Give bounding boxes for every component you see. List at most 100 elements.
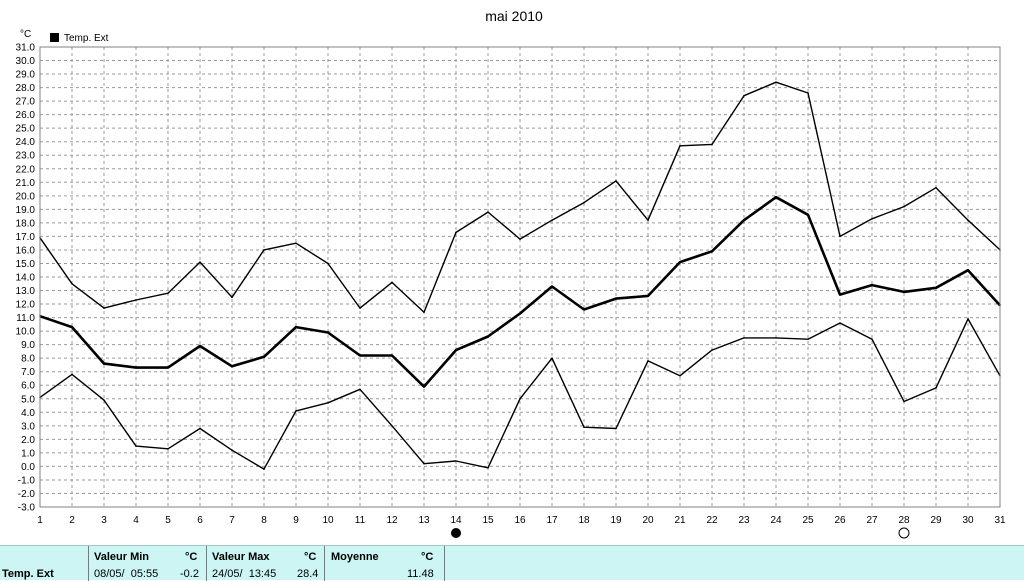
y-tick-label: 13.0 xyxy=(16,286,36,297)
data-point-mean xyxy=(871,284,873,286)
data-point-mean xyxy=(903,291,905,293)
y-tick-label: 20.0 xyxy=(16,191,36,202)
y-tick-label: 6.0 xyxy=(21,381,35,392)
full-moon-icon xyxy=(898,527,910,539)
data-point-min xyxy=(327,402,329,404)
min-header: Valeur Min xyxy=(94,551,150,563)
y-tick-label: 14.0 xyxy=(16,273,36,284)
x-tick-label: 9 xyxy=(293,515,299,526)
data-point-max xyxy=(295,242,297,244)
x-tick-label: 6 xyxy=(197,515,203,526)
data-point-mean xyxy=(359,354,361,357)
y-tick-labels: -3.0 -2.0 -1.0 0.0 1.0 2.0 3.0 4.0 5.0 6.0 7.0 8.0 9… xyxy=(16,43,36,514)
data-point-min xyxy=(807,338,809,341)
x-tick-label: 13 xyxy=(418,515,430,526)
y-tick-label: 4.0 xyxy=(21,408,35,419)
x-tick-label: 14 xyxy=(450,515,462,526)
data-point-max xyxy=(487,211,489,213)
data-point-min xyxy=(903,400,905,403)
data-point-min xyxy=(871,338,873,341)
y-tick-label: 27.0 xyxy=(16,97,36,108)
data-point-mean xyxy=(711,250,713,253)
y-tick-label: 21.0 xyxy=(16,178,36,189)
x-tick-label: 7 xyxy=(229,515,235,526)
data-point-min xyxy=(423,462,425,465)
mean-value: 11.48 xyxy=(407,568,434,580)
data-point-min xyxy=(391,425,393,427)
data-point-min xyxy=(103,399,105,401)
x-tick-label: 4 xyxy=(133,515,139,526)
data-point-max xyxy=(743,94,745,97)
x-tick-label: 21 xyxy=(674,515,686,526)
data-point-mean xyxy=(263,356,265,358)
x-tick-label: 17 xyxy=(546,515,558,526)
max-header: Valeur Max xyxy=(212,551,270,563)
x-tick-label: 3 xyxy=(101,515,107,526)
data-point-mean xyxy=(647,295,649,297)
data-point-max xyxy=(231,296,233,299)
data-point-mean xyxy=(103,362,105,365)
y-tick-label: 26.0 xyxy=(16,110,36,121)
y-tick-label: -1.0 xyxy=(18,475,36,486)
stats-max-cell: Valeur Max °C 24/05/ 13:45 28.4 xyxy=(206,546,324,581)
legend-swatch xyxy=(50,33,59,42)
stats-min-cell: Valeur Min °C 08/05/ 05:55 -0.2 xyxy=(88,546,206,581)
data-point-mean xyxy=(679,261,681,263)
data-point-mean xyxy=(775,196,777,198)
x-tick-label: 27 xyxy=(866,515,878,526)
x-tick-label: 19 xyxy=(610,515,622,526)
y-tick-label: 10.0 xyxy=(16,327,36,338)
y-tick-label: 8.0 xyxy=(21,354,35,365)
stats-series-cell: Temp. Ext xyxy=(0,546,88,581)
data-point-max xyxy=(455,231,457,234)
y-tick-label: 17.0 xyxy=(16,232,36,243)
y-tick-label: 28.0 xyxy=(16,83,36,94)
data-point-min xyxy=(967,318,969,320)
y-tick-label: 18.0 xyxy=(16,218,36,229)
x-tick-label: 5 xyxy=(165,515,171,526)
y-tick-label: 15.0 xyxy=(16,259,36,270)
data-point-max xyxy=(967,219,969,221)
data-point-max xyxy=(903,205,905,208)
data-point-min xyxy=(519,397,521,400)
data-point-mean xyxy=(199,345,201,347)
data-point-min xyxy=(263,468,265,470)
data-point-max xyxy=(839,235,841,238)
y-tick-label: 25.0 xyxy=(16,124,36,135)
x-tick-label: 12 xyxy=(386,515,398,526)
data-point-min xyxy=(839,322,841,324)
data-point-max xyxy=(615,180,617,182)
y-tick-label: 0.0 xyxy=(21,462,35,473)
y-tick-label: 16.0 xyxy=(16,245,36,256)
max-unit: °C xyxy=(304,551,317,563)
y-tick-label: 1.0 xyxy=(21,448,35,459)
data-point-min xyxy=(775,337,777,339)
x-tick-label: 20 xyxy=(642,515,654,526)
x-tick-label: 30 xyxy=(962,515,974,526)
y-tick-label: 12.0 xyxy=(16,300,36,311)
data-point-min xyxy=(487,466,489,469)
data-point-mean xyxy=(615,297,617,300)
x-tick-label: 10 xyxy=(322,515,334,526)
data-point-min xyxy=(167,448,169,450)
data-point-mean xyxy=(135,366,137,369)
data-point-max xyxy=(103,307,105,309)
data-point-min xyxy=(359,388,361,391)
y-tick-label: 11.0 xyxy=(16,313,35,324)
y-axis-unit: °C xyxy=(20,29,31,40)
data-point-mean xyxy=(71,326,73,328)
y-tick-label: 7.0 xyxy=(21,367,35,378)
data-point-max xyxy=(327,262,329,265)
stats-end-separator xyxy=(444,546,445,581)
max-value: 28.4 xyxy=(297,568,319,580)
data-point-max xyxy=(519,238,521,240)
grid xyxy=(40,47,1000,507)
data-point-mean xyxy=(455,349,457,351)
x-tick-label: 28 xyxy=(898,515,910,526)
y-tick-label: 30.0 xyxy=(16,56,36,67)
stats-panel: Temp. Ext Valeur Min °C 08/05/ 05:55 -0.… xyxy=(0,545,1024,581)
data-point-mean xyxy=(583,308,585,311)
y-tick-label: 23.0 xyxy=(16,151,36,162)
data-point-max xyxy=(647,219,649,221)
data-point-min xyxy=(135,445,137,447)
